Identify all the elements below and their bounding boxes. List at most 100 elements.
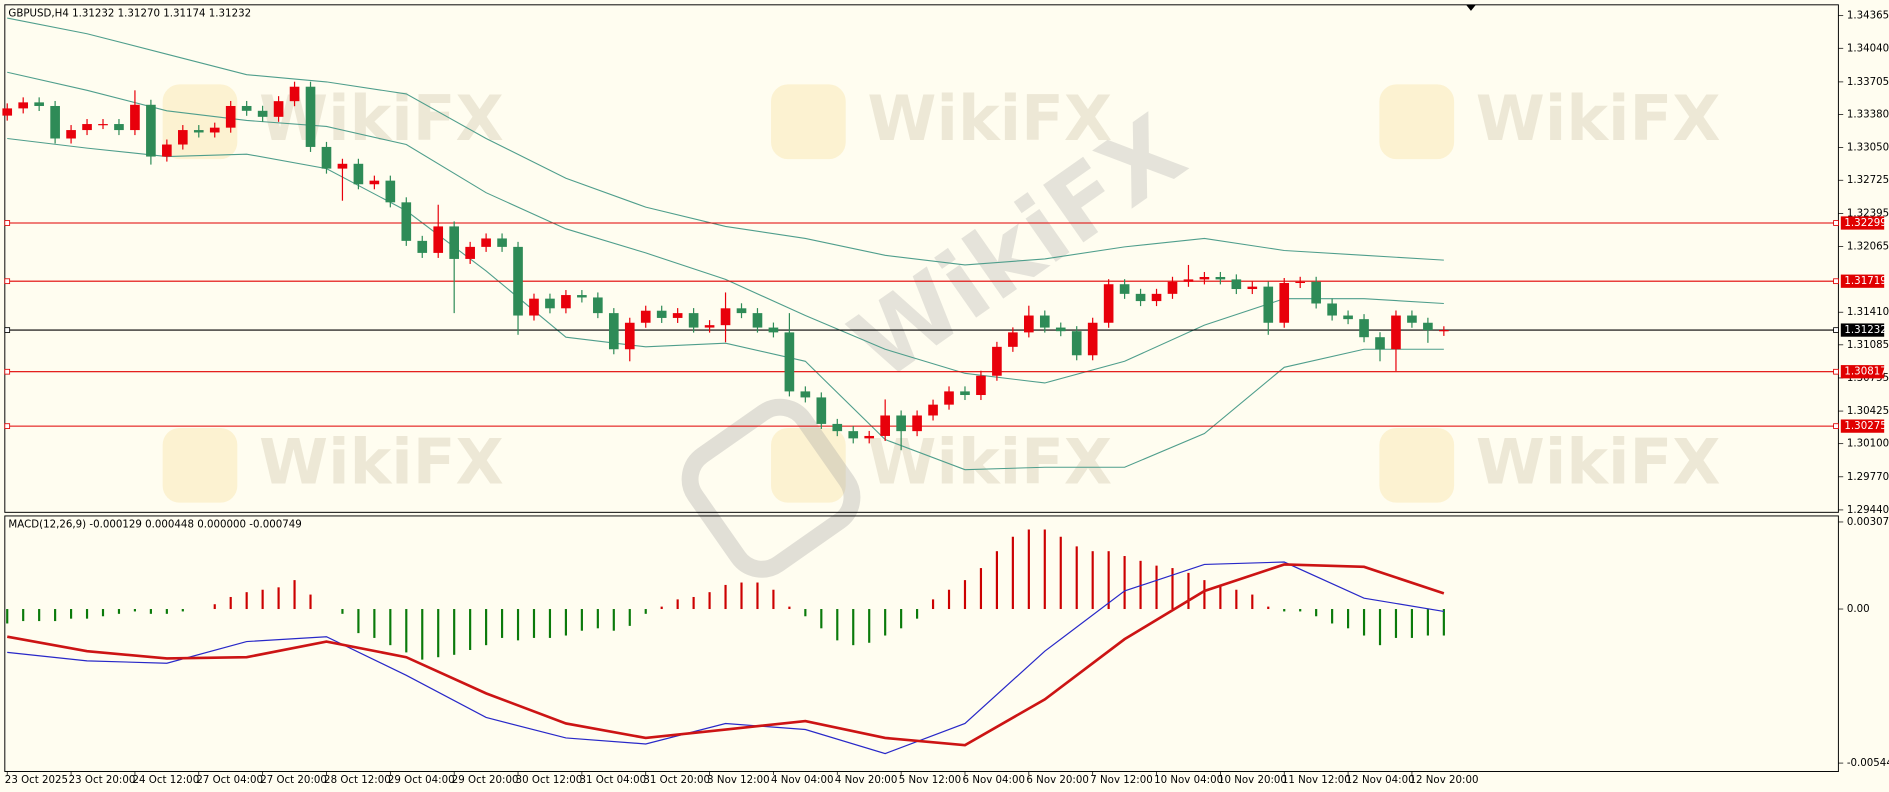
candle-body	[1103, 284, 1114, 323]
candle-body	[1135, 293, 1146, 302]
macd-line	[7, 561, 1444, 755]
candle-body	[513, 246, 523, 316]
candle-body	[1008, 332, 1018, 347]
candle-body	[1295, 281, 1306, 284]
x-tick-label: 31 Oct 20:00	[643, 774, 710, 786]
x-tick-label: 7 Nov 12:00	[1090, 774, 1152, 786]
candle-body	[50, 105, 60, 139]
level-label: 1.31232	[1844, 324, 1886, 336]
candle-body	[1167, 281, 1178, 294]
y-tick-label: 0.003078	[1847, 516, 1889, 528]
candle-body	[896, 415, 906, 432]
watermark-text: WikiFX	[867, 82, 1112, 155]
candle-body	[832, 423, 843, 432]
band-upper	[7, 17, 1444, 266]
candle-body	[545, 298, 555, 309]
candle-body	[1087, 322, 1098, 356]
candle-body	[225, 105, 236, 128]
y-tick-label: 1.33050	[1847, 142, 1889, 154]
candle-body	[1183, 279, 1194, 282]
watermark-logo	[162, 427, 238, 503]
level-handle	[4, 278, 11, 285]
candle-body	[928, 404, 938, 416]
candle-body	[1119, 284, 1130, 294]
band-middle	[7, 71, 1444, 384]
candle-body	[177, 130, 188, 145]
x-tick-label: 4 Nov 20:00	[835, 774, 897, 786]
candle-body	[1024, 315, 1034, 333]
candle-body	[321, 146, 332, 169]
candle-body	[289, 86, 300, 102]
level-label: 1.32299	[1844, 217, 1886, 229]
candle-body	[497, 238, 507, 247]
candle-body	[624, 322, 635, 350]
candle-body	[768, 327, 779, 333]
candle-body	[577, 295, 587, 298]
x-tick-label: 24 Oct 12:00	[133, 774, 200, 786]
candle-body	[337, 163, 348, 169]
candle-body	[720, 308, 731, 326]
candle-body	[433, 226, 444, 253]
candle-body	[992, 346, 1002, 376]
candle-body	[449, 226, 459, 259]
candle-body	[385, 180, 396, 203]
y-tick-label: 1.32395	[1847, 207, 1889, 219]
candle-body	[688, 313, 699, 328]
x-tick-label: 27 Oct 04:00	[196, 774, 263, 786]
watermark-logo	[681, 398, 861, 578]
level-label: 1.31719	[1844, 275, 1886, 287]
candle-body	[880, 415, 890, 436]
x-tick-label: 31 Oct 04:00	[579, 774, 646, 786]
level-label: 1.30275	[1844, 420, 1886, 432]
x-tick-label: 27 Oct 20:00	[260, 774, 327, 786]
candle-body	[960, 391, 970, 396]
candle-body	[1327, 303, 1337, 316]
candle-body	[2, 108, 13, 116]
candle-body	[608, 313, 619, 350]
candle-body	[481, 238, 491, 247]
x-tick-label: 28 Oct 12:00	[324, 774, 391, 786]
level-handle	[1833, 220, 1839, 226]
watermark-logo	[771, 427, 846, 503]
x-tick-label: 29 Oct 04:00	[388, 774, 455, 786]
watermark-text: WikiFX	[1476, 426, 1721, 499]
candle-body	[672, 313, 683, 318]
level-handle	[1833, 327, 1839, 333]
y-tick-label: 1.30425	[1847, 405, 1889, 417]
y-tick-label: 1.32065	[1847, 240, 1889, 252]
candle-body	[193, 130, 204, 133]
x-tick-label: 12 Nov 04:00	[1346, 774, 1415, 786]
level-label-box	[1840, 419, 1885, 433]
watermark-logo	[771, 84, 846, 160]
candle-body	[864, 435, 875, 439]
watermark-text: WikiFX	[1476, 82, 1721, 155]
candle-body	[273, 101, 284, 117]
candle-body	[1247, 286, 1258, 290]
band-lower	[7, 137, 1444, 471]
x-tick-label: 30 Oct 12:00	[516, 774, 583, 786]
candle-body	[529, 298, 539, 316]
watermark-text: WikiFX	[867, 426, 1112, 499]
candle-body	[1391, 315, 1401, 350]
watermark-logo	[1379, 427, 1455, 503]
x-tick-label: 3 Nov 12:00	[707, 774, 769, 786]
candle-body	[640, 310, 651, 323]
x-tick-label: 10 Nov 20:00	[1218, 774, 1287, 786]
candle-body	[704, 325, 715, 328]
level-label-box	[1840, 274, 1885, 288]
candle-body	[800, 391, 811, 398]
candle-body	[593, 297, 603, 314]
candle-body	[82, 124, 92, 131]
candle-body	[848, 431, 859, 439]
candle-body	[209, 127, 220, 133]
level-label-box	[1840, 365, 1885, 379]
candle-body	[1055, 327, 1066, 332]
candle-body	[162, 144, 172, 157]
candle-body	[1375, 337, 1385, 350]
level-handle	[1833, 278, 1839, 285]
x-tick-label: 10 Nov 04:00	[1154, 774, 1223, 786]
y-tick-label: 0.00	[1847, 603, 1870, 615]
candle-body	[1151, 293, 1162, 302]
